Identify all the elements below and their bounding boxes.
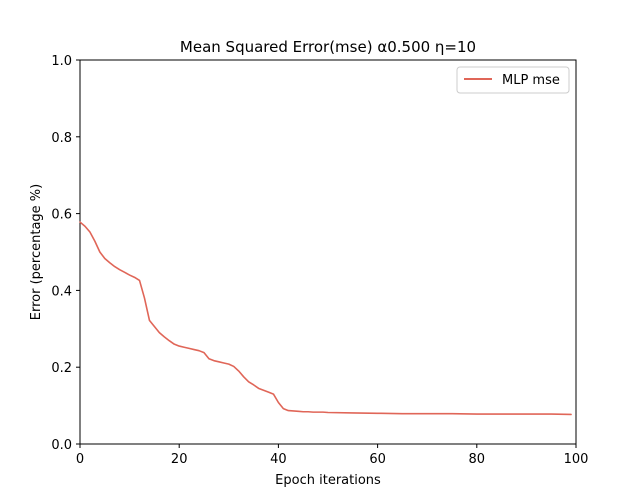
- plot-frame: [79, 59, 577, 445]
- x-tick-label: 0: [76, 452, 84, 467]
- legend: MLP mse: [456, 66, 570, 94]
- legend-box: [456, 66, 570, 94]
- x-tick-label: 100: [564, 452, 589, 467]
- series-line-mlp-mse: [79, 221, 572, 416]
- chart-title: Mean Squared Error(mse) α0.500 η=10: [180, 38, 476, 56]
- y-tick-label: 1.0: [51, 54, 72, 69]
- x-tick-label: 20: [171, 452, 188, 467]
- y-tick-label: 0.8: [51, 131, 72, 146]
- y-tick-label: 0.0: [51, 438, 72, 453]
- x-tick-label: 80: [469, 452, 486, 467]
- y-tick-label: 0.2: [51, 361, 72, 376]
- series-layer: [79, 221, 572, 416]
- x-tick-label: 60: [369, 452, 386, 467]
- plot-area: [79, 59, 577, 445]
- x-axis-ticks: 0 20 40 60 80 100: [76, 444, 589, 467]
- y-tick-label: 0.4: [51, 284, 72, 299]
- legend-label: MLP mse: [502, 73, 560, 88]
- y-tick-label: 0.6: [51, 208, 72, 223]
- y-axis-ticks: 0.0 0.2 0.4 0.6 0.8 1.0: [51, 54, 80, 453]
- x-axis-label: Epoch iterations: [275, 473, 381, 488]
- x-tick-label: 40: [270, 452, 287, 467]
- y-axis-label: Error (percentage %): [29, 184, 44, 320]
